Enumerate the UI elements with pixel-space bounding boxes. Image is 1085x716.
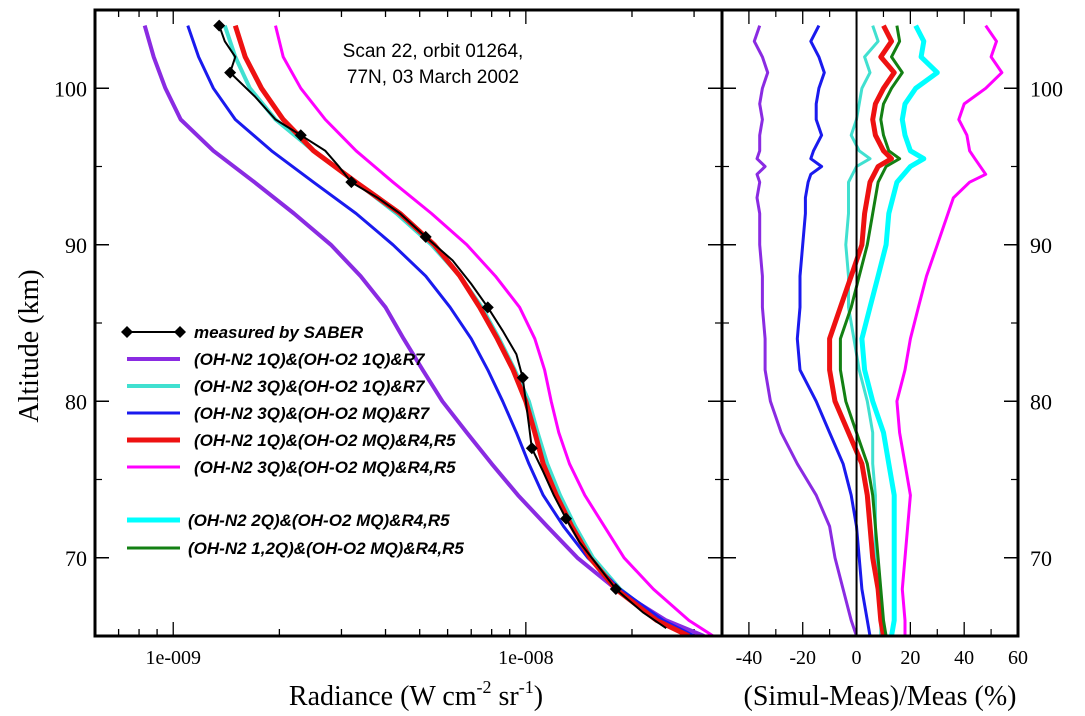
right-series-line-6 [827, 24, 897, 636]
legend: measured by SABER (OH-N2 1Q)&(OH-O2 1Q)&R… [121, 323, 464, 558]
right-series-line-1 [752, 25, 858, 636]
left-x-tick-label: 1e-008 [498, 647, 554, 669]
legend-marker [174, 326, 186, 338]
legend-label: measured by SABER [194, 323, 364, 342]
left-series-line-3 [186, 25, 695, 636]
measured-saber-marker [525, 442, 538, 455]
right-x-tick-label: 40 [954, 647, 974, 669]
right-y-tick-label: 100 [1030, 76, 1063, 101]
right-series-line-3 [895, 24, 1004, 636]
measured-saber-line [218, 25, 667, 630]
x-axis-label-left: Radiance (W cm-2 sr-1) [289, 677, 543, 712]
y-axis-label: Altitude (km) [14, 269, 45, 422]
right-y-tick-label: 70 [1030, 546, 1052, 571]
left-y-tick-label: 100 [54, 76, 87, 101]
left-x-tick-label: 1e-009 [145, 647, 201, 669]
legend-label: (OH-N2 1,2Q)&(OH-O2 MQ)&R4,R5 [188, 539, 464, 558]
measured-saber-marker [419, 230, 432, 243]
right-series-line-2 [795, 24, 872, 636]
left-series-line-5 [274, 25, 715, 636]
left-panel-series [142, 19, 715, 636]
measured-saber-marker [609, 583, 622, 596]
right-x-tick-label: -20 [789, 647, 816, 669]
right-y-tick-label: 90 [1030, 233, 1052, 258]
measured-saber-marker [224, 66, 237, 79]
legend-label: (OH-N2 3Q)&(OH-O2 1Q)&R7 [194, 377, 426, 396]
right-x-tick-label: 60 [1008, 647, 1028, 669]
right-panel-frame [720, 8, 1020, 638]
right-x-tick-label: 20 [900, 647, 920, 669]
legend-label: (OH-N2 1Q)&(OH-O2 MQ)&R4,R5 [194, 431, 456, 450]
measured-saber-marker [516, 371, 529, 384]
x-axis-label-right: (Simul-Meas)/Meas (%) [744, 681, 1017, 712]
left-y-tick-label: 70 [65, 546, 87, 571]
annotation-line-2: 77N, 03 March 2002 [347, 67, 519, 88]
legend-label: (OH-N2 3Q)&(OH-O2 MQ)&R7 [194, 404, 431, 423]
right-series-line-7 [838, 25, 904, 636]
right-y-tick-label: 80 [1030, 389, 1052, 414]
left-y-tick-label: 90 [65, 233, 87, 258]
right-x-tick-label: 0 [852, 647, 862, 669]
left-series-line-1 [142, 25, 705, 636]
legend-label: (OH-N2 1Q)&(OH-O2 1Q)&R7 [194, 350, 426, 369]
measured-saber-marker [560, 512, 573, 525]
measured-saber-marker [481, 301, 494, 314]
measured-saber-marker [213, 19, 226, 32]
right-series-line-5 [859, 24, 940, 636]
left-y-tick-label: 80 [65, 389, 87, 414]
right-x-tick-label: -40 [736, 647, 763, 669]
left-panel-ticks: 70 80 90 100 1e-009 1e-008 [54, 9, 722, 669]
legend-label: (OH-N2 3Q)&(OH-O2 MQ)&R4,R5 [194, 458, 456, 477]
right-panel-series [752, 10, 1004, 636]
legend-marker [121, 326, 133, 338]
legend-label: (OH-N2 2Q)&(OH-O2 MQ)&R4,R5 [188, 511, 450, 530]
measured-saber-marker [294, 129, 307, 142]
measured-saber-marker [345, 176, 358, 189]
annotation-line-1: Scan 22, orbit 01264, [343, 41, 524, 62]
panel-frames [93, 8, 1020, 638]
